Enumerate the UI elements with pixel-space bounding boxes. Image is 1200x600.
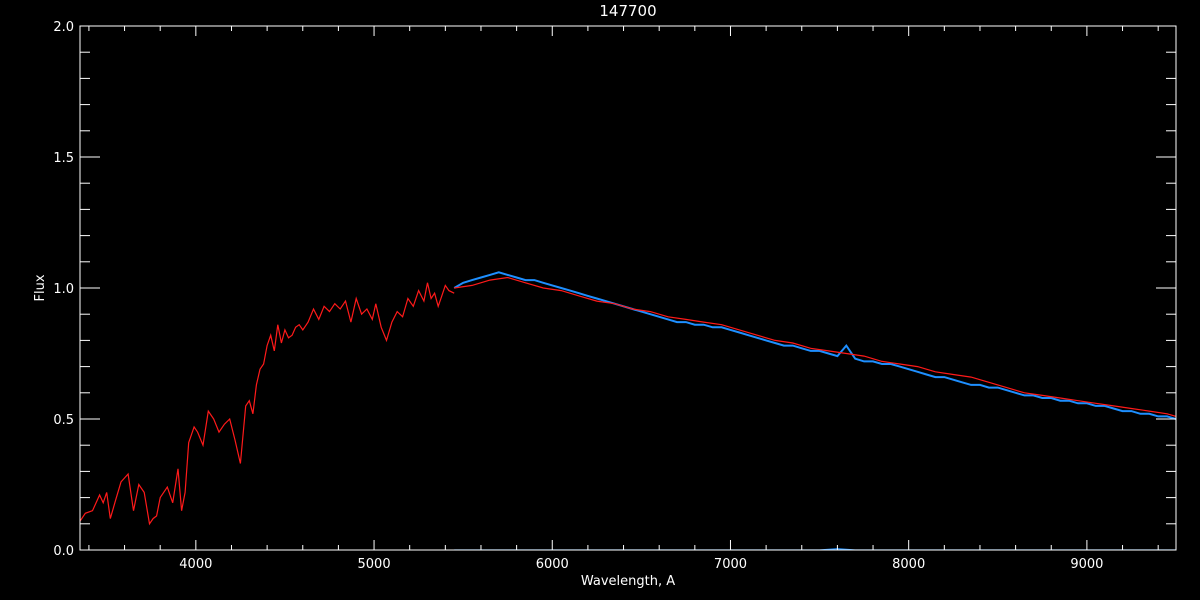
series-line-1 <box>80 282 455 526</box>
x-tick-label: 7000 <box>714 557 747 572</box>
y-tick-label: 0.0 <box>53 544 74 559</box>
x-tick-label: 6000 <box>536 557 569 572</box>
x-tick-label: 5000 <box>358 557 391 572</box>
x-axis-label: Wavelength, A <box>581 574 675 589</box>
x-tick-label: 4000 <box>179 557 212 572</box>
y-tick-label: 0.5 <box>53 413 74 428</box>
series-line-2 <box>453 271 1176 420</box>
plot-frame <box>79 25 1177 551</box>
x-tick-label: 9000 <box>1070 557 1103 572</box>
chart-title: 147700 <box>599 2 656 20</box>
y-tick-label: 1.5 <box>53 151 74 166</box>
x-axis: 4000 5000 6000 7000 8000 9000 <box>88 26 1159 572</box>
x-tick-label: 8000 <box>892 557 925 572</box>
y-tick-label: 1.0 <box>53 282 74 297</box>
y-axis-label: Flux <box>33 274 48 301</box>
y-tick-label: 2.0 <box>53 20 74 35</box>
series-line-3 <box>454 276 1176 417</box>
y-axis: 0.0 0.5 1.0 1.5 2.0 <box>53 20 1176 559</box>
